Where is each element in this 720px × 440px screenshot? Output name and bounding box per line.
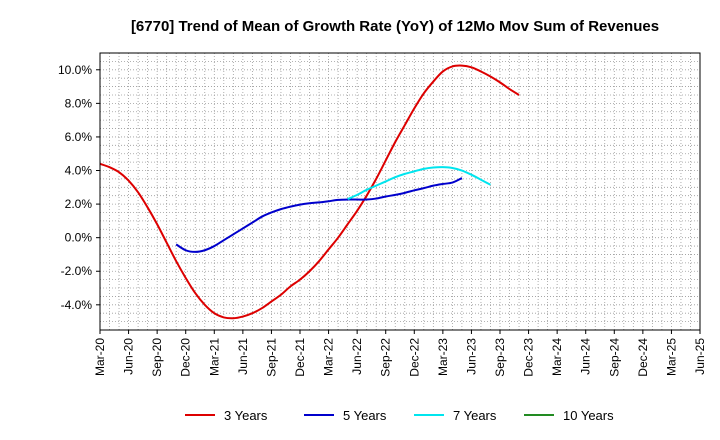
x-tick-label: Sep-22	[379, 338, 393, 377]
y-tick-label: 0.0%	[65, 231, 93, 245]
series-line-3	[347, 166, 491, 200]
x-tick-label: Jun-25	[693, 338, 707, 375]
x-tick-label: Sep-21	[264, 338, 278, 377]
x-tick-label: Sep-20	[150, 338, 164, 377]
x-tick-label: Mar-20	[93, 338, 107, 376]
x-tick-label: Jun-24	[579, 338, 593, 375]
y-tick-label: -4.0%	[61, 298, 93, 312]
y-tick-label: -2.0%	[61, 264, 93, 278]
y-tick-label: 2.0%	[65, 197, 93, 211]
y-axis: -4.0% -2.0% 0.0% 2.0% 4.0% 6.0% 8.0% 10.0%	[58, 63, 100, 312]
x-tick-label: Dec-21	[293, 338, 307, 377]
x-tick-label: Dec-23	[522, 338, 536, 377]
y-tick-label: 4.0%	[65, 164, 93, 178]
x-tick-label: Mar-24	[550, 338, 564, 376]
x-tick-label: Jun-23	[464, 338, 478, 375]
y-tick-label: 10.0%	[58, 63, 92, 77]
plot-grid	[100, 53, 700, 330]
legend-label: 3 Years	[224, 408, 268, 423]
x-tick-label: Dec-20	[179, 338, 193, 377]
x-axis: Mar-20 Jun-20 Sep-20 Dec-20 Mar-21 Jun-21 Sep-…	[93, 330, 707, 377]
x-tick-label: Mar-21	[207, 338, 221, 376]
x-tick-label: Dec-22	[407, 338, 421, 377]
series-line-1	[99, 64, 520, 320]
legend-label: 10 Years	[563, 408, 614, 423]
x-tick-label: Dec-24	[636, 338, 650, 377]
series-line-2	[175, 177, 463, 253]
plot-area	[99, 52, 701, 331]
y-tick-label: 8.0%	[65, 96, 93, 110]
x-tick-label: Jun-21	[236, 338, 250, 375]
legend: 3 Years 5 Years 7 Years 10 Years	[185, 408, 614, 423]
x-tick-label: Mar-22	[322, 338, 336, 376]
legend-label: 7 Years	[453, 408, 497, 423]
x-tick-label: Sep-23	[493, 338, 507, 377]
y-tick-label: 6.0%	[65, 130, 93, 144]
x-tick-label: Sep-24	[607, 338, 621, 377]
x-tick-label: Mar-23	[436, 338, 450, 376]
legend-label: 5 Years	[343, 408, 387, 423]
x-tick-label: Jun-22	[350, 338, 364, 375]
chart-title: [6770] Trend of Mean of Growth Rate (YoY…	[131, 18, 659, 35]
series-lines	[99, 64, 520, 320]
x-tick-label: Mar-25	[664, 338, 678, 376]
x-tick-label: Jun-20	[122, 338, 136, 375]
